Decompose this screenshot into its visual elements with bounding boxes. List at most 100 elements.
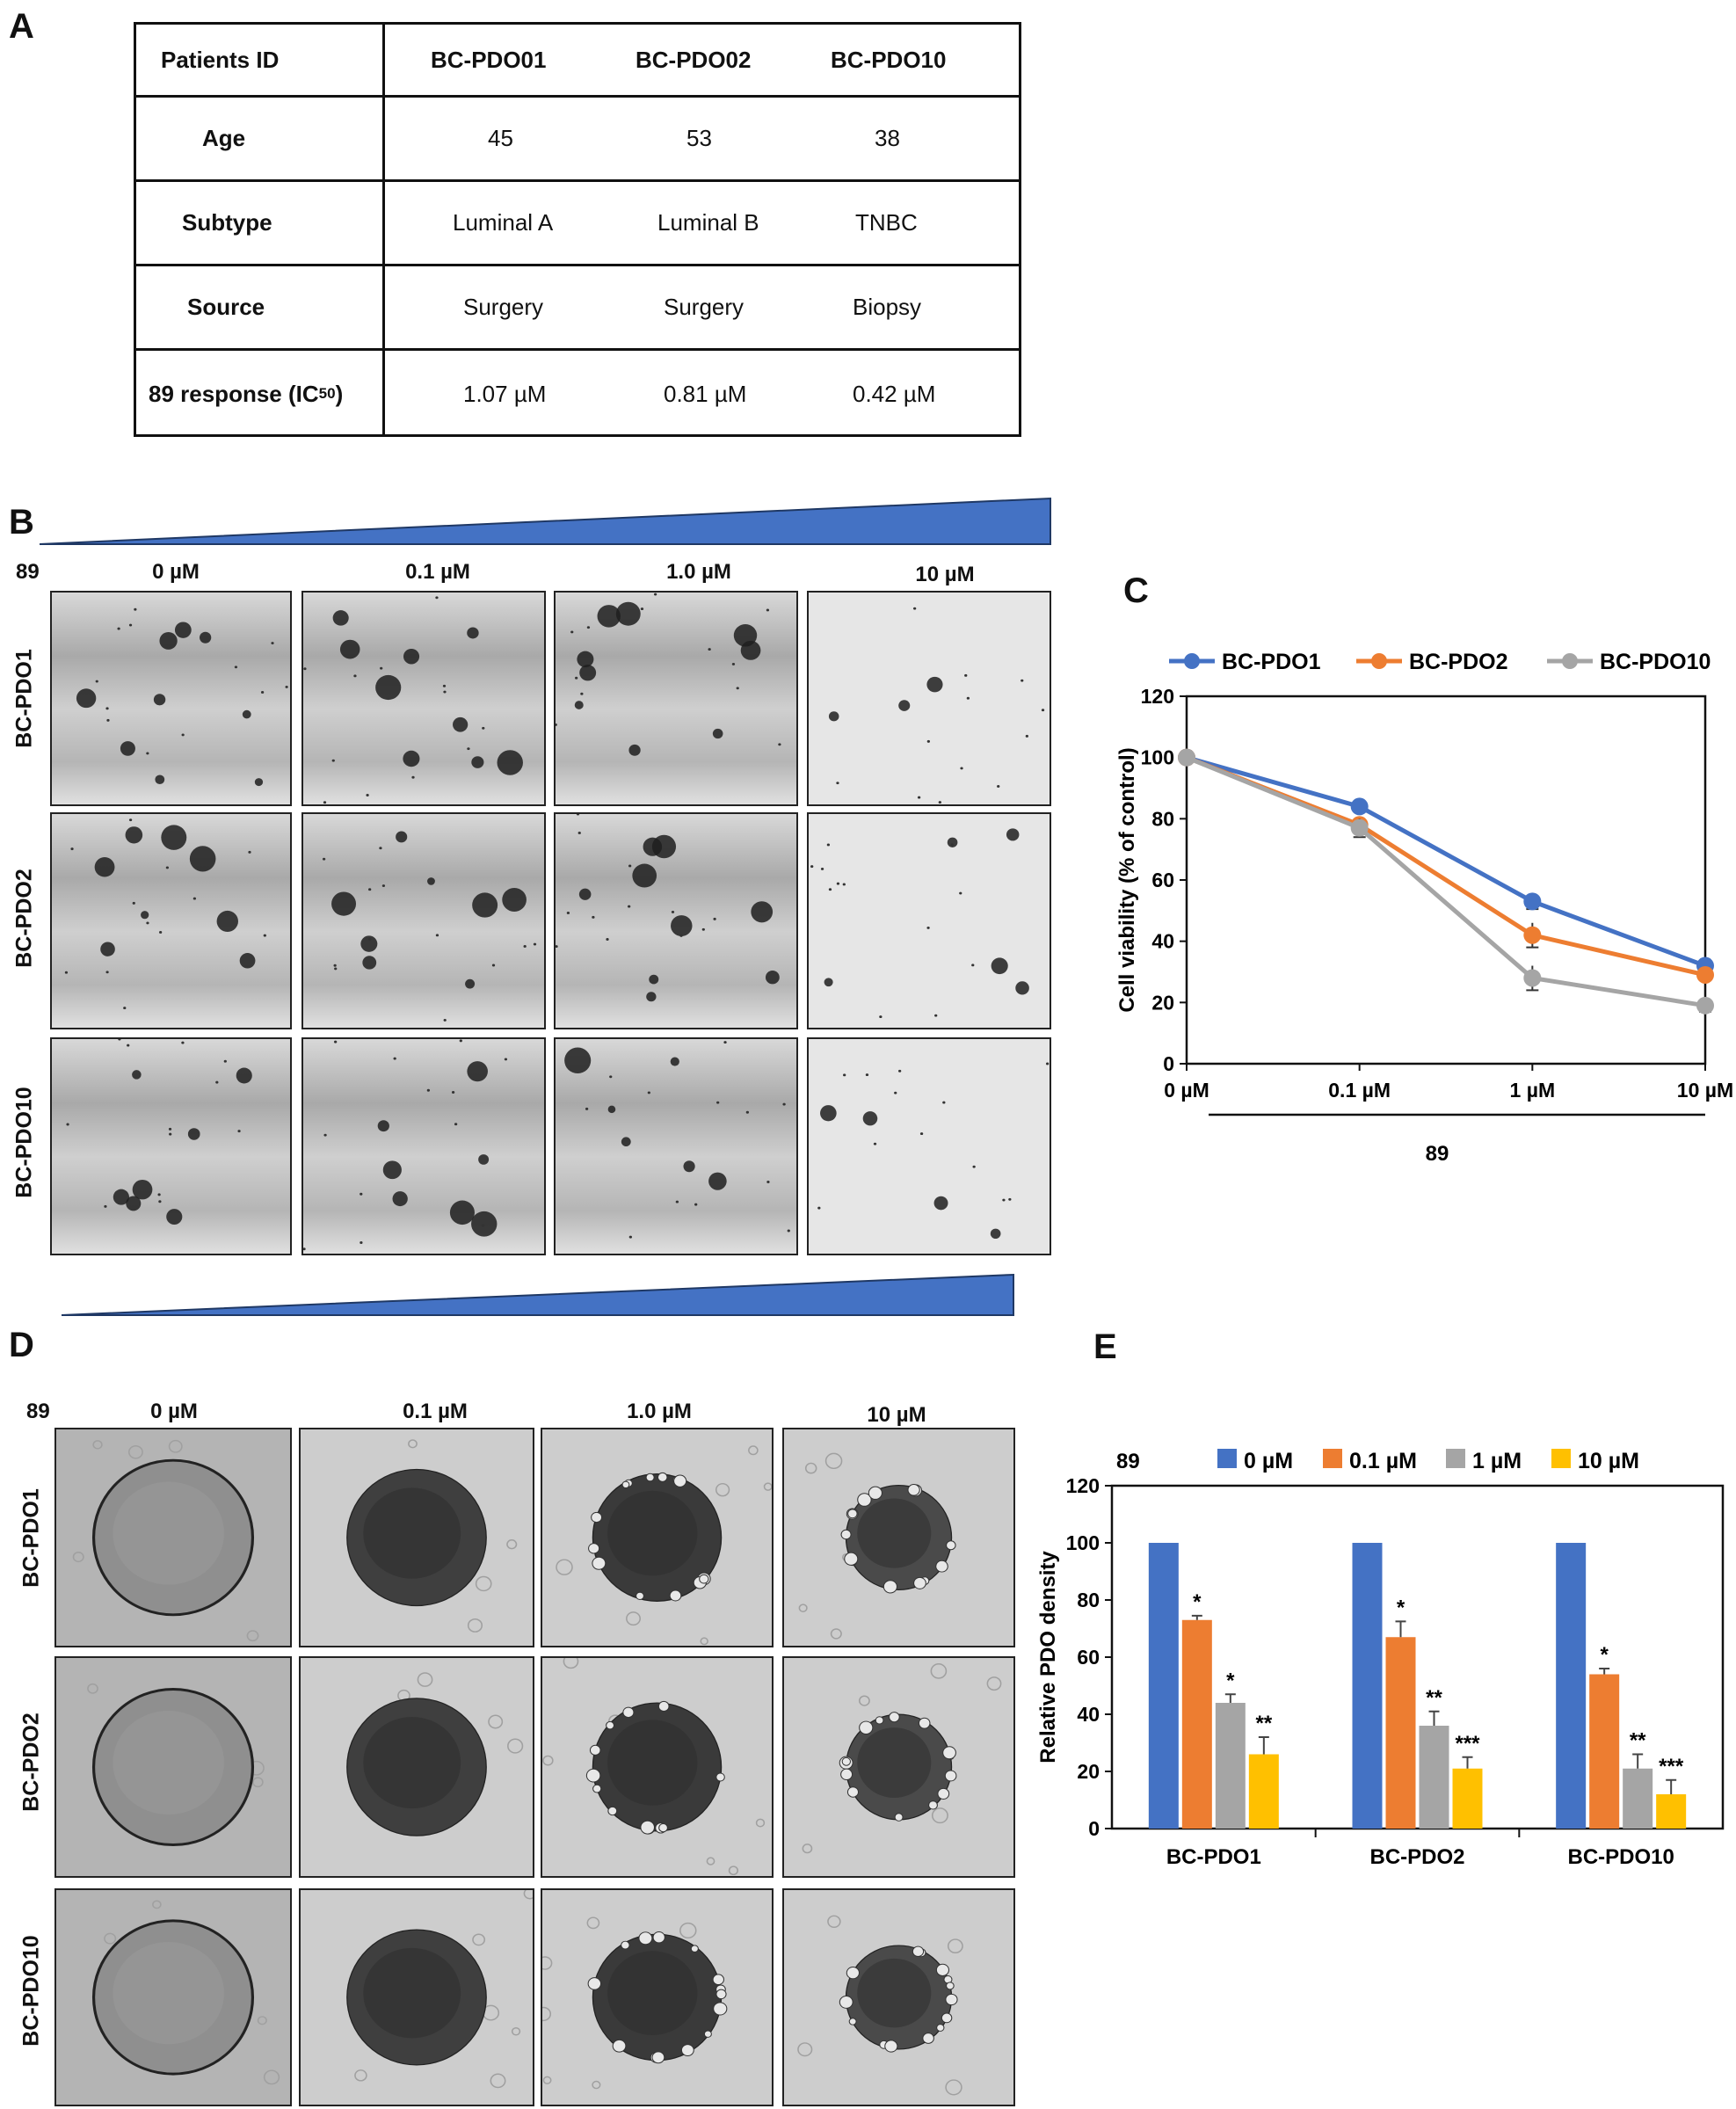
x-tick-label: 10 µM xyxy=(1677,1079,1733,1102)
y-tick-label: 60 xyxy=(1151,869,1174,891)
organoid-image xyxy=(54,1656,292,1878)
significance-mark: ** xyxy=(1255,1712,1272,1735)
organoid-image xyxy=(541,1656,774,1878)
legend-label: 0.1 µM xyxy=(1349,1449,1417,1473)
bar xyxy=(1556,1543,1587,1829)
bar xyxy=(1148,1543,1179,1829)
cell: Luminal B xyxy=(657,209,759,236)
micrograph-image xyxy=(807,1037,1051,1255)
organoid-image xyxy=(54,1888,292,2106)
cell: 45 xyxy=(488,125,513,151)
micrograph-image xyxy=(554,812,798,1029)
micrograph-image xyxy=(50,1037,292,1255)
x-tick-label: 0.1 µM xyxy=(1328,1079,1391,1102)
y-tick-label: 0 xyxy=(1088,1817,1100,1840)
legend-prefix: 89 xyxy=(1116,1450,1140,1473)
legend-label: 1 µM xyxy=(1472,1449,1522,1473)
conc-label: 0 µM xyxy=(150,1400,198,1423)
row-label: Subtype xyxy=(182,209,272,236)
significance-mark: *** xyxy=(1659,1755,1684,1778)
legend-label: BC-PDO1 xyxy=(1222,650,1321,674)
y-tick-label: 40 xyxy=(1151,930,1174,953)
legend-label: BC-PDO2 xyxy=(1409,650,1508,674)
organoid-image xyxy=(299,1656,534,1878)
bar xyxy=(1352,1543,1383,1829)
y-tick-label: 60 xyxy=(1077,1646,1100,1669)
legend-label: BC-PDO10 xyxy=(1600,650,1711,674)
micrograph-image xyxy=(301,1037,546,1255)
header-col: BC-PDO02 xyxy=(636,46,752,73)
series-line xyxy=(1186,755,1706,1008)
micrograph-image xyxy=(50,591,292,806)
significance-mark: *** xyxy=(1455,1732,1480,1756)
cell: Surgery xyxy=(664,294,745,320)
bar xyxy=(1248,1754,1279,1829)
table-divider xyxy=(382,25,385,434)
x-axis-label: 89 xyxy=(1426,1142,1449,1166)
y-axis-label: Relative PDO density xyxy=(1036,1551,1060,1764)
panel-label-c: C xyxy=(1123,571,1149,610)
conc-label: 10 µM xyxy=(915,563,975,586)
header-label: Patients ID xyxy=(161,46,280,73)
panel-label-e: E xyxy=(1093,1327,1117,1366)
significance-mark: ** xyxy=(1426,1686,1442,1710)
table-header-row: Patients ID BC-PDO01 BC-PDO02 BC-PDO10 xyxy=(136,25,1019,98)
significance-mark: ** xyxy=(1630,1729,1646,1753)
conc-label: 1.0 µM xyxy=(666,560,731,584)
table-row: Source Surgery Surgery Biopsy xyxy=(136,266,1019,351)
bar xyxy=(1181,1619,1212,1829)
cell: TNBC xyxy=(855,209,918,236)
cell: Biopsy xyxy=(853,294,922,320)
cell: Surgery xyxy=(463,294,544,320)
row-label: Age xyxy=(202,125,246,151)
row-label: BC-PDO2 xyxy=(11,869,37,968)
cell: 1.07 µM xyxy=(463,380,547,407)
micrograph-image xyxy=(807,591,1051,806)
data-point xyxy=(1523,926,1542,944)
organoid-image xyxy=(782,1888,1015,2106)
legend-swatch xyxy=(1446,1449,1465,1468)
cell: 38 xyxy=(875,125,900,151)
data-point xyxy=(1178,748,1195,767)
conc-label: 0.1 µM xyxy=(405,560,470,584)
y-tick-label: 20 xyxy=(1151,991,1174,1014)
legend-swatch xyxy=(1323,1449,1342,1468)
y-tick-label: 100 xyxy=(1066,1531,1100,1554)
bar xyxy=(1589,1674,1620,1829)
header-col: BC-PDO10 xyxy=(831,46,947,73)
cell: Luminal A xyxy=(453,209,554,236)
header-col: BC-PDO01 xyxy=(431,46,547,73)
row-label: BC-PDO1 xyxy=(18,1488,44,1588)
row-label: BC-PDO10 xyxy=(11,1087,37,1198)
organoid-image xyxy=(782,1656,1015,1878)
row-label: 89 response (IC 50) xyxy=(149,351,343,437)
x-tick-label: 0 µM xyxy=(1164,1079,1209,1102)
panel-label-d: D xyxy=(9,1326,34,1364)
legend-marker xyxy=(1371,653,1387,669)
panel-label-a: A xyxy=(9,7,34,46)
bar xyxy=(1419,1726,1449,1829)
y-axis-label: Cell viability (% of control) xyxy=(1115,747,1139,1012)
micrograph-image xyxy=(554,1037,798,1255)
line-chart: 0 20 40 60 80 100 120 0 µM 0.1 µM 1 µM 10 µM Cell v… xyxy=(1115,650,1733,1166)
conc-label: 10 µM xyxy=(867,1403,926,1427)
bar xyxy=(1452,1768,1483,1829)
legend-label: 0 µM xyxy=(1244,1449,1293,1473)
micrograph-image xyxy=(50,812,292,1029)
data-point xyxy=(1696,965,1714,984)
cell: 0.81 µM xyxy=(664,380,747,407)
legend-swatch xyxy=(1551,1449,1571,1468)
legend-label: 10 µM xyxy=(1578,1449,1639,1473)
ic50-label: 89 response (IC xyxy=(149,380,319,407)
micrograph-image xyxy=(301,591,546,806)
table-row: 89 response (IC 50) 1.07 µM 0.81 µM 0.42 … xyxy=(136,351,1019,437)
significance-mark: * xyxy=(1193,1590,1202,1614)
bar xyxy=(1656,1794,1687,1829)
micrograph-image xyxy=(807,812,1051,1029)
y-tick-label: 0 xyxy=(1163,1052,1174,1075)
bar xyxy=(1385,1637,1416,1829)
concentration-wedge xyxy=(62,1273,1014,1316)
legend-marker xyxy=(1562,653,1578,669)
legend-swatch xyxy=(1217,1449,1237,1468)
